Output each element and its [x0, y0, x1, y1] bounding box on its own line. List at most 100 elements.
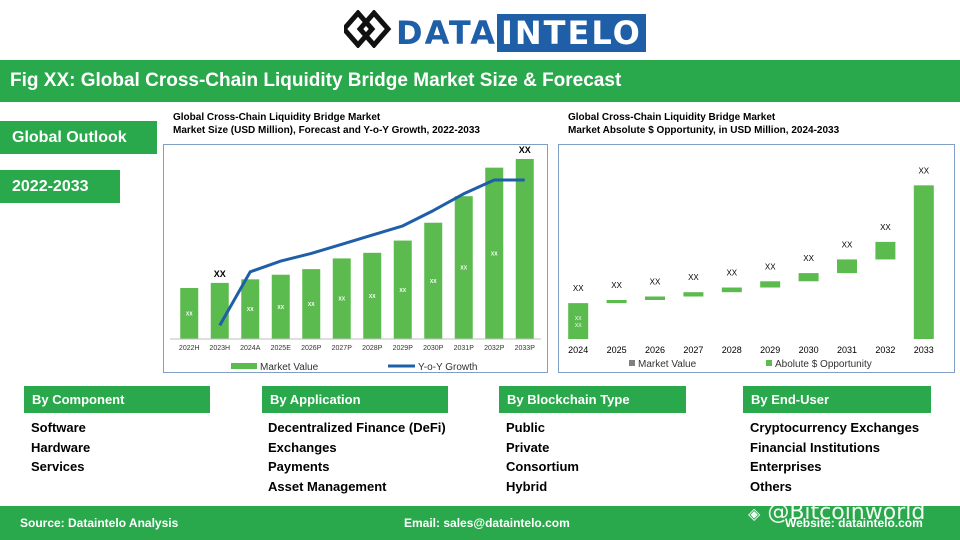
bar [760, 281, 781, 288]
data-label: XX [338, 297, 345, 303]
x-tick-label: 2023H [209, 345, 230, 352]
list-item: Others [750, 478, 792, 494]
bar [721, 287, 742, 293]
list-item: Hardware [31, 439, 91, 455]
data-label: XX [842, 240, 853, 249]
x-tick-label: 2030P [423, 345, 444, 352]
bar [606, 300, 627, 304]
footer-website[interactable]: Website: dataintelo.com [785, 516, 923, 530]
list-item: Exchanges [268, 439, 337, 455]
data-label: XX [308, 302, 315, 308]
bar [645, 296, 665, 300]
chart2-frame: XX XX XX 2024 XX 2025 XX 2026 XX 2027 XX 2028 XX 2029… [558, 144, 955, 373]
segment-header-application: By Application [262, 386, 448, 413]
x-tick-label: 2029 [760, 345, 780, 355]
chart1-title-line2: Market Size (USD Million), Forecast and … [173, 125, 480, 136]
footer-bar: Source: Dataintelo Analysis Email: sales… [0, 506, 960, 540]
x-tick-label: 2024A [240, 345, 261, 352]
data-label: XX [519, 145, 531, 155]
legend-label: Abolute $ Opportunity [775, 359, 872, 370]
x-tick-label: 2031 [837, 345, 857, 355]
x-tick-label: 2022H [179, 345, 200, 352]
data-label: XX [765, 262, 776, 271]
data-label: XX [726, 269, 737, 278]
x-tick-label: 2033P [515, 345, 536, 352]
segment-list-blockchain: Public Private Consortium Hybrid [506, 420, 579, 498]
bar [913, 185, 934, 339]
bar [332, 258, 351, 339]
x-tick-label: 2032 [875, 345, 895, 355]
inner-label: XX [575, 323, 582, 329]
chart1-title: Global Cross-Chain Liquidity Bridge Mark… [173, 111, 553, 137]
logo-mark-icon [344, 10, 392, 48]
list-item: Public [506, 420, 546, 435]
data-label: XX [918, 166, 929, 175]
data-label: XX [803, 254, 814, 263]
list-item: Cryptocurrency Exchanges [750, 420, 920, 435]
segment-header-end-user: By End-User [743, 386, 931, 413]
x-tick-label: 2024 [568, 345, 588, 355]
bar [271, 274, 290, 339]
bar [875, 241, 896, 260]
bar [837, 259, 857, 274]
segment-list-application: Decentralized Finance (DeFi) Exchanges P… [268, 420, 446, 498]
footer-email[interactable]: Email: sales@dataintelo.com [404, 516, 570, 530]
segment-header-blockchain: By Blockchain Type [499, 386, 686, 413]
x-tick-label: 2027P [332, 345, 353, 352]
watermark: ◈ @Bitcoinworld [748, 500, 925, 525]
watermark-diamond-icon: ◈ [748, 504, 761, 523]
bar [485, 167, 504, 339]
legend-swatch-market-value [231, 363, 257, 369]
data-label: XX [247, 307, 254, 313]
global-outlook-label: Global Outlook [0, 121, 157, 154]
list-item: Services [31, 459, 85, 474]
bar [180, 288, 199, 339]
chart2-title-line2: Market Absolute $ Opportunity, in USD Mi… [568, 125, 840, 136]
bar [424, 222, 443, 339]
x-tick-label: 2026P [301, 345, 322, 352]
data-label: XX [491, 251, 498, 257]
x-tick-label: 2031P [454, 345, 475, 352]
legend-swatch-opportunity [766, 360, 772, 366]
legend-label: Y-o-Y Growth [418, 362, 477, 372]
x-tick-label: 2028P [362, 345, 383, 352]
chart2-title-line1: Global Cross-Chain Liquidity Bridge Mark… [568, 112, 776, 123]
data-label: XX [214, 269, 226, 279]
footer-source: Source: Dataintelo Analysis [20, 516, 179, 530]
x-tick-label: 2032P [484, 345, 505, 352]
segment-header-component: By Component [24, 386, 210, 413]
x-tick-label: 2028 [722, 345, 742, 355]
legend-swatch-market-value [629, 360, 635, 366]
data-label: XX [650, 277, 661, 286]
data-label: XX [460, 266, 467, 272]
list-item: Software [31, 420, 86, 435]
data-label: XX [277, 305, 284, 311]
x-tick-label: 2027 [683, 345, 703, 355]
inner-label: XX [575, 316, 582, 322]
watermark-text: @Bitcoinworld [767, 500, 926, 525]
list-item: Hybrid [506, 478, 548, 494]
bar [210, 282, 229, 339]
list-item: Financial Institutions [750, 439, 881, 455]
data-label: XX [430, 279, 437, 285]
segment-list-component: Software Hardware Services [31, 420, 90, 479]
brand-part1: DATA [396, 14, 497, 52]
bar [683, 292, 704, 297]
data-label: XX [573, 284, 584, 293]
x-tick-label: 2033 [914, 345, 934, 355]
bar [454, 196, 473, 339]
chart1-svg: XX 2022H XX 2023H XX 2024A XX 2025E XX 2026P XX 202… [170, 145, 541, 373]
data-label: XX [186, 312, 193, 318]
brand-logo: DATA INTELO [344, 10, 646, 52]
list-item: Decentralized Finance (DeFi) [268, 420, 446, 435]
data-label: XX [880, 223, 891, 232]
bar [798, 273, 819, 282]
bar [568, 303, 589, 339]
data-label: XX [611, 281, 622, 290]
year-range-label: 2022-2033 [0, 170, 120, 203]
list-item: Private [506, 439, 550, 455]
list-item: Payments [268, 459, 330, 474]
data-label: XX [399, 288, 406, 294]
chart1-frame: XX 2022H XX 2023H XX 2024A XX 2025E XX 2026P XX 202… [163, 144, 548, 373]
list-item: Enterprises [750, 459, 822, 474]
